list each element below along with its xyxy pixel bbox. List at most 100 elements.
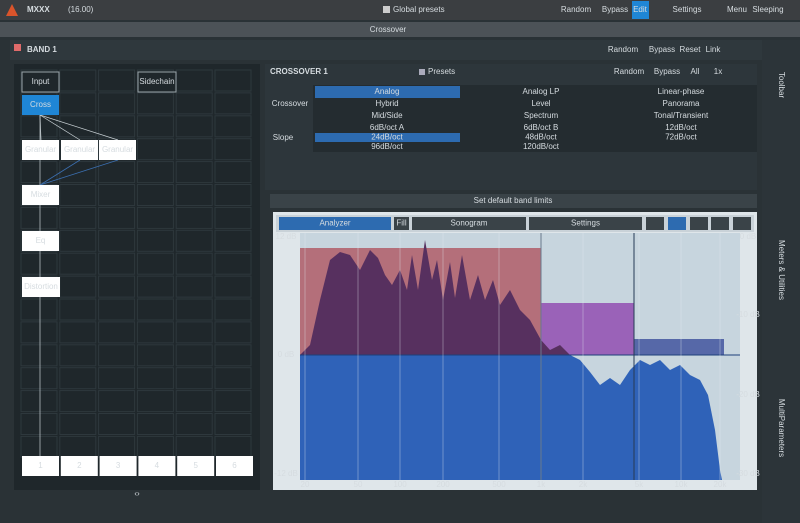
analyzer-tab-label[interactable]: Sonogram (451, 219, 488, 228)
route-node[interactable] (99, 140, 136, 160)
grid-cell (175, 115, 213, 138)
logo-icon (6, 4, 18, 16)
top-button[interactable]: Settings (673, 5, 702, 14)
slope-option[interactable]: 48dB/oct (525, 133, 557, 142)
grid-cell (20, 344, 58, 367)
slope-option[interactable]: 24dB/oct (371, 133, 403, 142)
top-button[interactable]: Random (561, 5, 592, 14)
analyzer-tab-label[interactable]: Analyzer (319, 219, 350, 228)
route-node-label[interactable]: Distortion (24, 282, 58, 291)
route-node[interactable] (22, 185, 59, 205)
analyzer-tab[interactable] (412, 217, 526, 230)
route-node[interactable] (22, 140, 59, 160)
slope-option[interactable]: 120dB/oct (523, 142, 560, 151)
mode-option[interactable]: Panorama (663, 99, 700, 108)
grid-cell (214, 92, 252, 115)
tool-button[interactable] (646, 217, 664, 230)
slot[interactable] (22, 456, 59, 476)
grid-cell (175, 161, 213, 184)
panel-button[interactable]: 1x (714, 67, 722, 76)
presets[interactable]: Presets (428, 67, 455, 76)
analyzer-tab[interactable] (529, 217, 642, 230)
mode-option[interactable]: Tonal/Transient (654, 111, 709, 120)
slope-option[interactable]: 6dB/oct B (524, 123, 559, 132)
top-button[interactable]: Menu (727, 5, 747, 14)
slot-label[interactable]: 3 (116, 461, 121, 470)
slot-label[interactable]: 1 (38, 461, 43, 470)
slot[interactable] (216, 456, 253, 476)
footer-toggle[interactable]: ‹› (134, 489, 140, 498)
slot[interactable] (60, 456, 98, 476)
route-node[interactable] (22, 277, 60, 297)
slope-option[interactable]: 72dB/oct (665, 133, 697, 142)
slot-label[interactable]: 5 (193, 461, 198, 470)
analyzer-tab-label[interactable]: Fill (396, 219, 406, 228)
side-tab[interactable]: Toolbar (777, 72, 786, 99)
route-node-label[interactable]: Cross (30, 100, 51, 109)
limits-bar[interactable] (270, 194, 757, 208)
route-node-label[interactable]: Sidechain (139, 77, 174, 86)
slope-option[interactable]: 6dB/oct A (370, 123, 405, 132)
slot[interactable] (138, 456, 176, 476)
mode-option[interactable]: Analog (375, 87, 400, 96)
band-button[interactable]: Random (608, 45, 639, 54)
route-node-label[interactable]: Granular (64, 145, 95, 154)
slot-label[interactable]: 4 (155, 461, 160, 470)
panel-button[interactable]: Random (614, 67, 645, 76)
mode-option[interactable]: Analog LP (523, 87, 560, 96)
route-node[interactable] (21, 71, 60, 93)
route-node-label[interactable]: Granular (25, 145, 56, 154)
band-button[interactable]: Bypass (649, 45, 675, 54)
analyzer-tab-label[interactable]: Settings (571, 219, 600, 228)
mode-option[interactable]: Linear-phase (658, 87, 705, 96)
band-button[interactable]: Link (706, 45, 722, 54)
slope-option[interactable]: 12dB/oct (665, 123, 697, 132)
limits-button[interactable]: Set default band limits (474, 196, 553, 205)
mode-option[interactable]: Hybrid (375, 99, 398, 108)
slope-option[interactable]: 96dB/oct (371, 142, 403, 151)
mode-option[interactable]: Mid/Side (371, 111, 403, 120)
tool-button[interactable] (711, 217, 729, 230)
tool-button[interactable] (733, 217, 751, 230)
route-node-label[interactable]: Mixer (31, 190, 51, 199)
slot-label[interactable]: 2 (77, 461, 82, 470)
grid-cell (20, 390, 58, 413)
slot[interactable] (99, 456, 137, 476)
global-presets[interactable]: Global presets (393, 5, 445, 14)
grid-cell (98, 275, 136, 298)
panel-button[interactable]: All (691, 67, 700, 76)
mode-option[interactable]: Spectrum (524, 111, 559, 120)
row-label: Crossover (272, 99, 309, 108)
grid-cell (214, 206, 252, 229)
side-tab[interactable]: MultiParameters (777, 399, 786, 457)
route-node[interactable] (22, 231, 59, 251)
route-node[interactable] (137, 71, 177, 93)
slot[interactable] (177, 456, 215, 476)
route-node[interactable] (61, 140, 98, 160)
tool-button[interactable] (690, 217, 708, 230)
mode-option[interactable]: Level (531, 99, 550, 108)
slot-label[interactable]: 6 (232, 461, 237, 470)
route-node-label[interactable]: Input (32, 77, 51, 86)
route-node-label[interactable]: Granular (102, 145, 133, 154)
top-button[interactable]: Bypass (602, 5, 628, 14)
grid-cell (214, 344, 252, 367)
panel-title: CROSSOVER 1 (270, 67, 328, 76)
route-node[interactable] (22, 95, 59, 115)
grid-cell (59, 390, 97, 413)
grid-cell (175, 413, 213, 435)
side-tab[interactable]: Meters & Utilities (777, 240, 786, 300)
panel-button[interactable]: Bypass (654, 67, 680, 76)
top-button[interactable]: Edit (633, 5, 648, 14)
grid-cell (20, 298, 58, 321)
grid-cell (136, 252, 174, 275)
band-button[interactable]: Reset (680, 45, 702, 54)
grid-cell (214, 184, 252, 206)
version: (16.00) (68, 5, 94, 14)
grid-cell (175, 275, 213, 298)
analyzer-tab[interactable] (279, 217, 391, 230)
grid-cell (175, 298, 213, 321)
route-node-label[interactable]: Eq (36, 236, 46, 245)
analyzer-tab[interactable] (394, 217, 409, 230)
tool-button[interactable] (668, 217, 686, 230)
